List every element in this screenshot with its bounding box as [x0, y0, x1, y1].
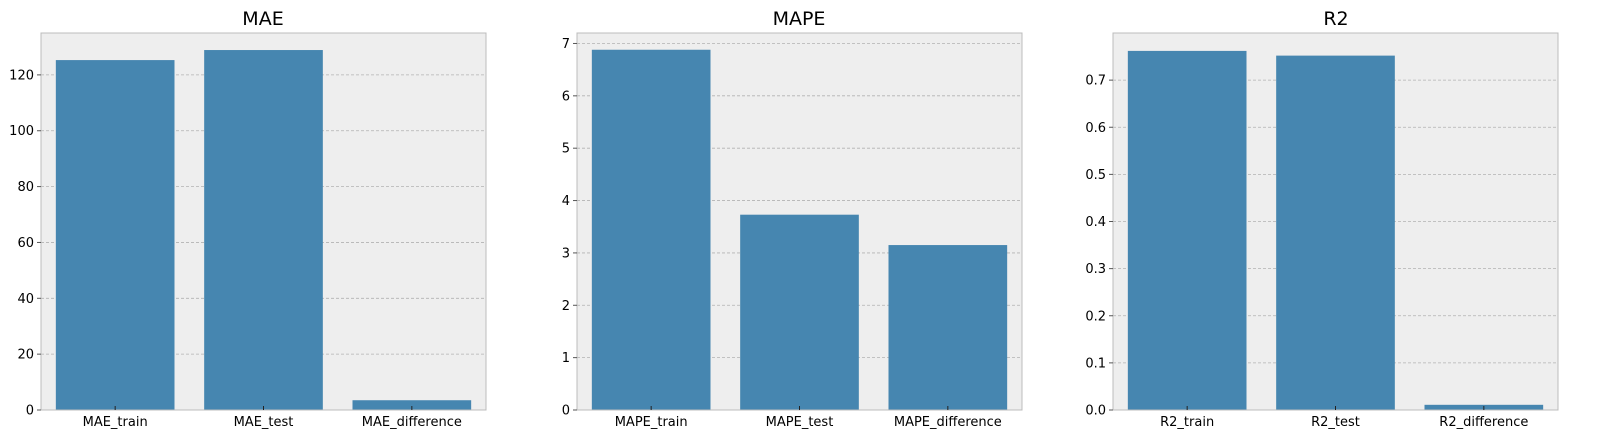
y-tick-label: 0.1: [1085, 356, 1106, 371]
bar-mape-difference: [888, 245, 1008, 410]
bar-mae-train: [55, 60, 175, 411]
y-tick-label: 100: [9, 124, 34, 139]
bar-mae-difference: [352, 400, 472, 410]
x-tick-label: R2_difference: [1439, 415, 1528, 430]
chart-title: MAE: [242, 8, 283, 30]
y-tick-label: 0.0: [1085, 404, 1106, 419]
y-tick-label: 7: [562, 37, 570, 52]
y-tick-label: 0: [562, 404, 570, 419]
y-tick-label: 6: [562, 89, 570, 104]
bar-r2-train: [1127, 50, 1247, 410]
y-tick-label: 0.7: [1085, 74, 1106, 89]
y-tick-label: 3: [562, 246, 570, 261]
chart-title: R2: [1323, 8, 1348, 30]
bar-mape-train: [591, 49, 711, 410]
y-tick-label: 0.4: [1085, 215, 1106, 230]
x-tick-label: MAE_train: [83, 415, 148, 430]
y-tick-label: 60: [17, 236, 34, 251]
y-tick-label: 80: [17, 180, 34, 195]
x-tick-label: MAE_difference: [362, 415, 462, 430]
x-tick-label: MAPE_difference: [894, 415, 1002, 430]
y-tick-label: 120: [9, 68, 34, 83]
chart-panel-r2: R2 0.0 0.1 0.2 0.3 0.4 0.5 0.6 0.7 R2_train R2_te…: [1085, 8, 1559, 430]
chart-panel-mape: MAPE 0 1 2 3 4 5 6 7 MAPE_train MAPE_test MAPE_dif…: [562, 8, 1023, 430]
y-tick-label: 0.6: [1085, 121, 1106, 136]
y-tick-label: 0.3: [1085, 262, 1106, 277]
x-tick-label: R2_test: [1311, 415, 1360, 430]
x-tick-label: MAE_test: [234, 415, 294, 430]
y-tick-label: 20: [17, 348, 34, 363]
y-tick-label: 2: [562, 299, 570, 314]
chart-title: MAPE: [773, 8, 826, 30]
y-tick-label: 4: [562, 194, 570, 209]
y-tick-label: 5: [562, 142, 570, 157]
bar-mape-test: [740, 214, 859, 410]
y-tick-label: 1: [562, 351, 570, 366]
x-tick-label: MAPE_test: [766, 415, 834, 430]
y-tick-label: 0.2: [1085, 309, 1106, 324]
chart-panel-mae: MAE 0 20 40 60 80 100 120 MAE_train MAE_test MAE_…: [9, 8, 487, 430]
y-tick-label: 0.5: [1085, 168, 1106, 183]
y-tick-label: 40: [17, 292, 34, 307]
bar-r2-test: [1276, 55, 1395, 411]
x-tick-label: R2_train: [1160, 415, 1214, 430]
x-tick-label: MAPE_train: [615, 415, 688, 430]
bar-mae-test: [204, 50, 323, 410]
y-tick-label: 0: [26, 404, 34, 419]
